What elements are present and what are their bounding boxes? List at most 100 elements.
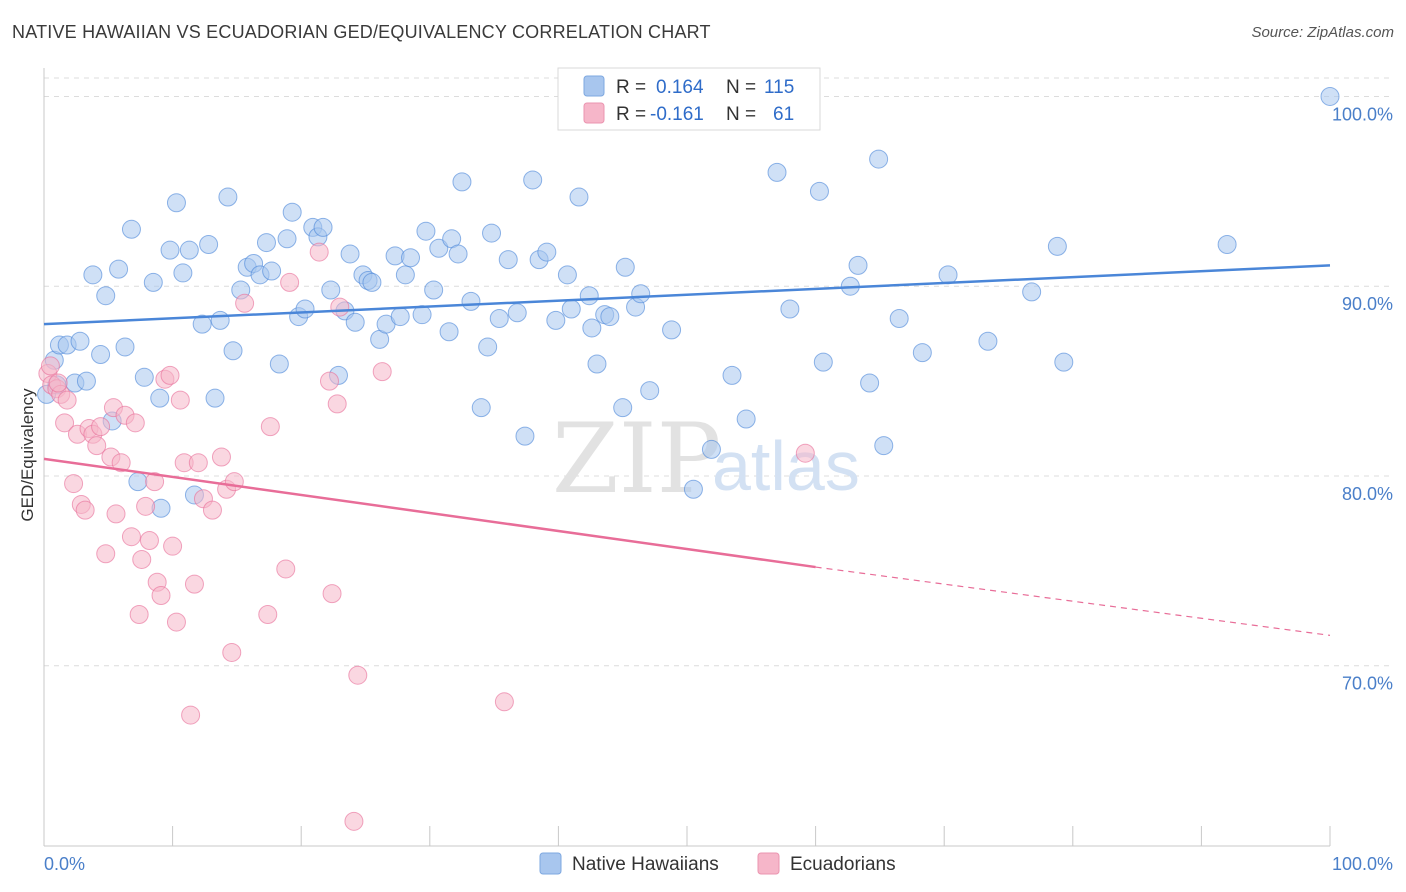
point-native-hawaiian <box>199 234 219 254</box>
point-native-hawaiian <box>874 436 894 456</box>
point-ecuadorian <box>322 584 342 604</box>
legend-bottom-swatch-blue <box>539 852 562 875</box>
legend-top: R = 0.164 N = 115 R = -0.161 N = 61 <box>557 67 821 131</box>
point-native-hawaiian <box>722 365 742 385</box>
legend-r-value-2: -0.161 <box>650 104 704 125</box>
point-native-hawaiian <box>813 352 833 372</box>
trend-line-ecuadorians <box>43 457 816 569</box>
point-native-hawaiian <box>210 310 230 330</box>
trend-line-native-hawaiians <box>43 264 1331 326</box>
point-ecuadorian <box>57 390 77 410</box>
point-ecuadorian <box>91 417 111 437</box>
point-native-hawaiian <box>179 240 199 260</box>
point-native-hawaiian <box>340 244 360 264</box>
point-native-hawaiian <box>848 255 868 275</box>
point-ecuadorian <box>202 500 222 520</box>
y-axis-title: GED/Equivalency <box>18 388 37 522</box>
point-ecuadorian <box>309 242 329 262</box>
point-native-hawaiian <box>557 265 577 285</box>
point-native-hawaiian <box>452 172 472 192</box>
point-native-hawaiian <box>523 170 543 190</box>
point-native-hawaiian <box>780 299 800 319</box>
point-ecuadorian <box>224 472 244 492</box>
point-native-hawaiian <box>313 217 333 237</box>
point-ecuadorian <box>327 394 347 414</box>
point-ecuadorian <box>87 436 107 456</box>
point-native-hawaiian <box>978 331 998 351</box>
series-ecuadorians <box>38 242 815 831</box>
point-native-hawaiian <box>192 314 212 334</box>
point-ecuadorian <box>106 504 126 524</box>
point-native-hawaiian <box>938 265 958 285</box>
point-ecuadorian <box>75 500 95 520</box>
point-native-hawaiian <box>424 280 444 300</box>
watermark: ZIP atlas <box>552 403 860 515</box>
point-ecuadorian <box>276 559 296 579</box>
point-native-hawaiian <box>390 307 410 327</box>
point-native-hawaiian <box>482 223 502 243</box>
legend-bottom-label-2: Ecuadorians <box>790 854 896 875</box>
x-tick-label-min: 0.0% <box>44 854 85 874</box>
point-ecuadorian <box>96 544 116 564</box>
legend-n-value-1: 115 <box>764 77 794 98</box>
x-tick-marks <box>43 826 1331 846</box>
point-native-hawaiian <box>507 303 527 323</box>
point-ecuadorian <box>222 642 242 662</box>
point-native-hawaiian <box>76 371 96 391</box>
legend-n-label-2: N = <box>726 104 756 125</box>
trend-line-ecuadorians-extension <box>815 566 1331 636</box>
legend-n-label-1: N = <box>726 77 756 98</box>
point-native-hawaiian <box>582 318 602 338</box>
point-ecuadorian <box>494 692 514 712</box>
point-native-hawaiian <box>223 341 243 361</box>
point-ecuadorian <box>160 365 180 385</box>
point-native-hawaiian <box>429 238 449 258</box>
point-ecuadorian <box>111 453 131 473</box>
point-native-hawaiian <box>143 272 163 292</box>
legend-r-value-1: 0.164 <box>656 77 704 98</box>
point-native-hawaiian <box>889 308 909 328</box>
point-ecuadorian <box>40 356 60 376</box>
point-native-hawaiian <box>809 181 829 201</box>
point-native-hawaiian <box>321 280 341 300</box>
point-ecuadorian <box>795 443 815 463</box>
point-native-hawaiian <box>701 439 721 459</box>
point-native-hawaiian <box>295 299 315 319</box>
chart-title: NATIVE HAWAIIAN VS ECUADORIAN GED/EQUIVA… <box>12 22 711 42</box>
point-native-hawaiian <box>134 367 154 387</box>
point-native-hawaiian <box>498 250 518 270</box>
x-tick-label-max: 100.0% <box>1332 854 1393 874</box>
point-native-hawaiian <box>471 398 491 418</box>
point-native-hawaiian <box>128 472 148 492</box>
point-native-hawaiian <box>256 233 276 253</box>
y-tick-label: 70.0% <box>1342 674 1393 694</box>
point-native-hawaiian <box>83 265 103 285</box>
point-native-hawaiian <box>345 312 365 332</box>
point-ecuadorian <box>145 472 165 492</box>
point-ecuadorian <box>184 574 204 594</box>
point-ecuadorian <box>64 474 84 494</box>
gridlines <box>44 77 1393 667</box>
legend-swatch-blue <box>583 75 605 97</box>
point-native-hawaiian <box>269 354 289 374</box>
legend-n-value-2: 61 <box>773 104 794 125</box>
point-native-hawaiian <box>615 257 635 277</box>
point-native-hawaiian <box>1320 86 1340 106</box>
point-native-hawaiian <box>569 187 589 207</box>
point-native-hawaiian <box>489 308 509 328</box>
point-ecuadorian <box>129 604 149 624</box>
legend-bottom-swatch-pink <box>757 852 780 875</box>
point-ecuadorian <box>319 371 339 391</box>
point-native-hawaiian <box>631 284 651 304</box>
point-ecuadorian <box>55 413 75 433</box>
point-native-hawaiian <box>767 162 787 182</box>
point-native-hawaiian <box>461 291 481 311</box>
point-native-hawaiian <box>912 343 932 363</box>
point-native-hawaiian <box>115 337 135 357</box>
point-native-hawaiian <box>150 388 170 408</box>
point-native-hawaiian <box>96 286 116 306</box>
point-ecuadorian <box>372 362 392 382</box>
legend-bottom-label-1: Native Hawaiians <box>572 854 719 875</box>
point-native-hawaiian <box>662 320 682 340</box>
